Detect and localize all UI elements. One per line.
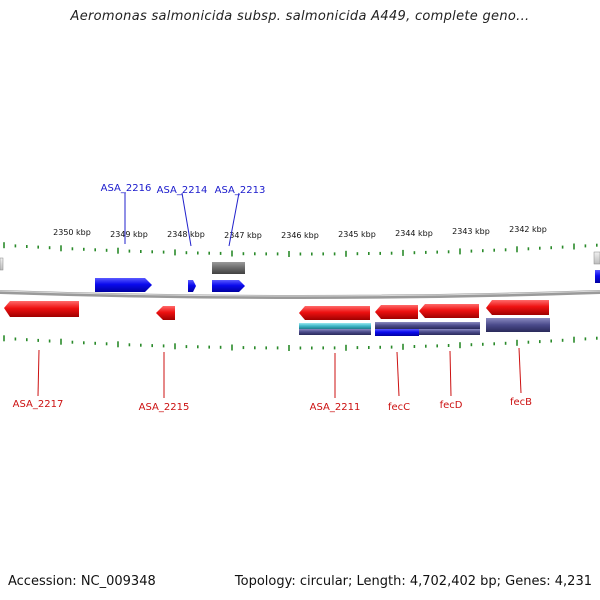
scale-label-2345: 2345 kbp <box>338 230 376 239</box>
scale-label-2346: 2346 kbp <box>281 231 319 240</box>
gene-fecc[interactable] <box>375 305 418 319</box>
gene-label-asa-2217[interactable]: ASA_2217 <box>13 399 64 410</box>
gene-label-fecd[interactable]: fecD <box>440 400 463 411</box>
gene-fecb[interactable] <box>486 300 549 315</box>
scale-label-2349: 2349 kbp <box>110 230 148 239</box>
edge-feature-right-gray[interactable] <box>593 251 600 265</box>
gene-label-asa-2216[interactable]: ASA_2216 <box>101 183 152 194</box>
gene-asa-2211[interactable] <box>299 306 370 320</box>
edge-feature-right-blue[interactable] <box>595 270 600 283</box>
gene-label-asa-2214[interactable]: ASA_2214 <box>157 185 208 196</box>
feature-purple-1[interactable] <box>299 329 371 335</box>
gene-label-asa-2213[interactable]: ASA_2213 <box>215 185 266 196</box>
gene-label-fecc[interactable]: fecC <box>388 402 410 413</box>
gene-label-fecb[interactable]: fecB <box>510 397 532 408</box>
feature-purple-3[interactable] <box>419 329 480 335</box>
gene-asa-2213[interactable] <box>212 280 245 292</box>
feature-purple-2[interactable] <box>375 322 480 329</box>
genome-backbone <box>0 290 600 299</box>
leader-asa-2213 <box>228 192 240 247</box>
feature-blue-small[interactable] <box>375 329 419 336</box>
scale-label-2348: 2348 kbp <box>167 230 205 239</box>
scale-label-2344: 2344 kbp <box>395 229 433 238</box>
leader-fecb <box>518 347 522 394</box>
leader-fecc <box>396 351 400 397</box>
gene-fecd[interactable] <box>419 304 479 318</box>
gene-asa-2214[interactable] <box>188 280 196 292</box>
upper-tick-row <box>3 242 598 257</box>
topology-text: Topology: circular; Length: 4,702,402 bp… <box>234 574 592 589</box>
edge-feature-left[interactable] <box>0 257 4 271</box>
scale-label-2343: 2343 kbp <box>452 227 490 236</box>
feature-cyan[interactable] <box>299 323 371 329</box>
gene-asa-2216[interactable] <box>95 278 152 292</box>
map-title: Aeromonas salmonicida subsp. salmonicida… <box>70 9 530 24</box>
scale-label-2347: 2347 kbp <box>224 231 262 240</box>
leader-asa-2217 <box>37 349 40 397</box>
gene-label-asa-2215[interactable]: ASA_2215 <box>139 402 190 413</box>
accession-text: Accession: NC_009348 <box>8 574 156 589</box>
leader-asa-2214 <box>181 192 192 247</box>
lower-tick-row <box>3 335 598 351</box>
gene-asa-2217[interactable] <box>4 301 79 317</box>
leader-fecd <box>449 350 452 397</box>
gene-label-asa-2211[interactable]: ASA_2211 <box>310 402 361 413</box>
scale-label-2342: 2342 kbp <box>509 225 547 234</box>
feature-gray[interactable] <box>212 262 245 274</box>
gene-asa-2215[interactable] <box>156 306 175 320</box>
feature-purple-4[interactable] <box>486 318 550 332</box>
scale-label-2350: 2350 kbp <box>53 228 91 237</box>
genome-backbone-highlight <box>0 290 600 297</box>
